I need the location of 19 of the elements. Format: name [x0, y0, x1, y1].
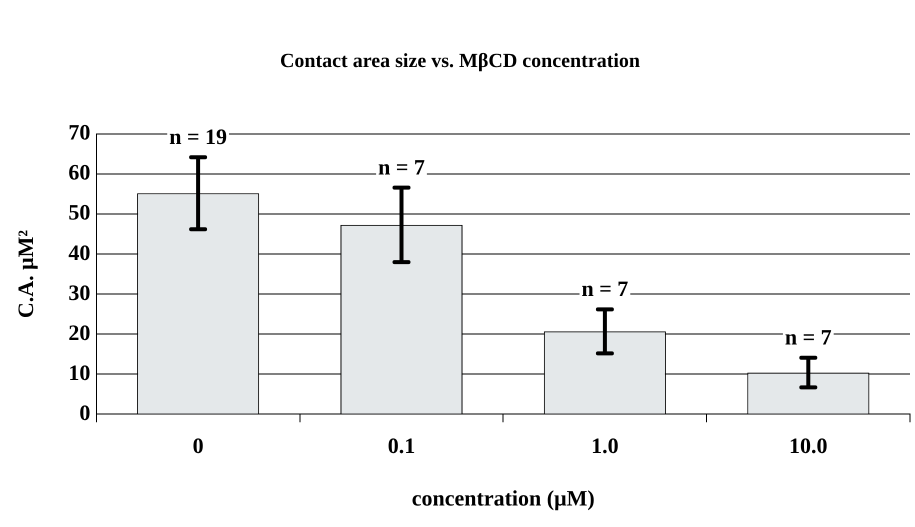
annotation: n = 19 [169, 124, 227, 149]
y-tick-label: 0 [79, 400, 90, 425]
x-tick-label: 0.1 [388, 433, 416, 458]
annotation: n = 7 [378, 154, 425, 180]
x-tick-label: 10.0 [789, 433, 828, 458]
y-tick-label: 70 [68, 120, 90, 145]
y-tick-label: 20 [68, 320, 90, 345]
y-tick-label: 10 [68, 360, 90, 385]
y-tick-label: 60 [68, 160, 90, 185]
x-tick-label: 1.0 [591, 433, 619, 458]
y-axis-title: C.A. μM² [12, 230, 38, 318]
annotation: n = 7 [784, 324, 832, 350]
y-tick-label: 50 [68, 200, 90, 225]
y-tick-label: 30 [68, 280, 90, 305]
x-axis-title: concentration (μM) [412, 485, 595, 510]
chart-title: Contact area size vs. MβCD concentration [280, 50, 640, 72]
x-tick-label: 0 [192, 433, 204, 458]
annotation: n = 7 [582, 276, 628, 302]
y-tick-label: 40 [68, 240, 90, 265]
